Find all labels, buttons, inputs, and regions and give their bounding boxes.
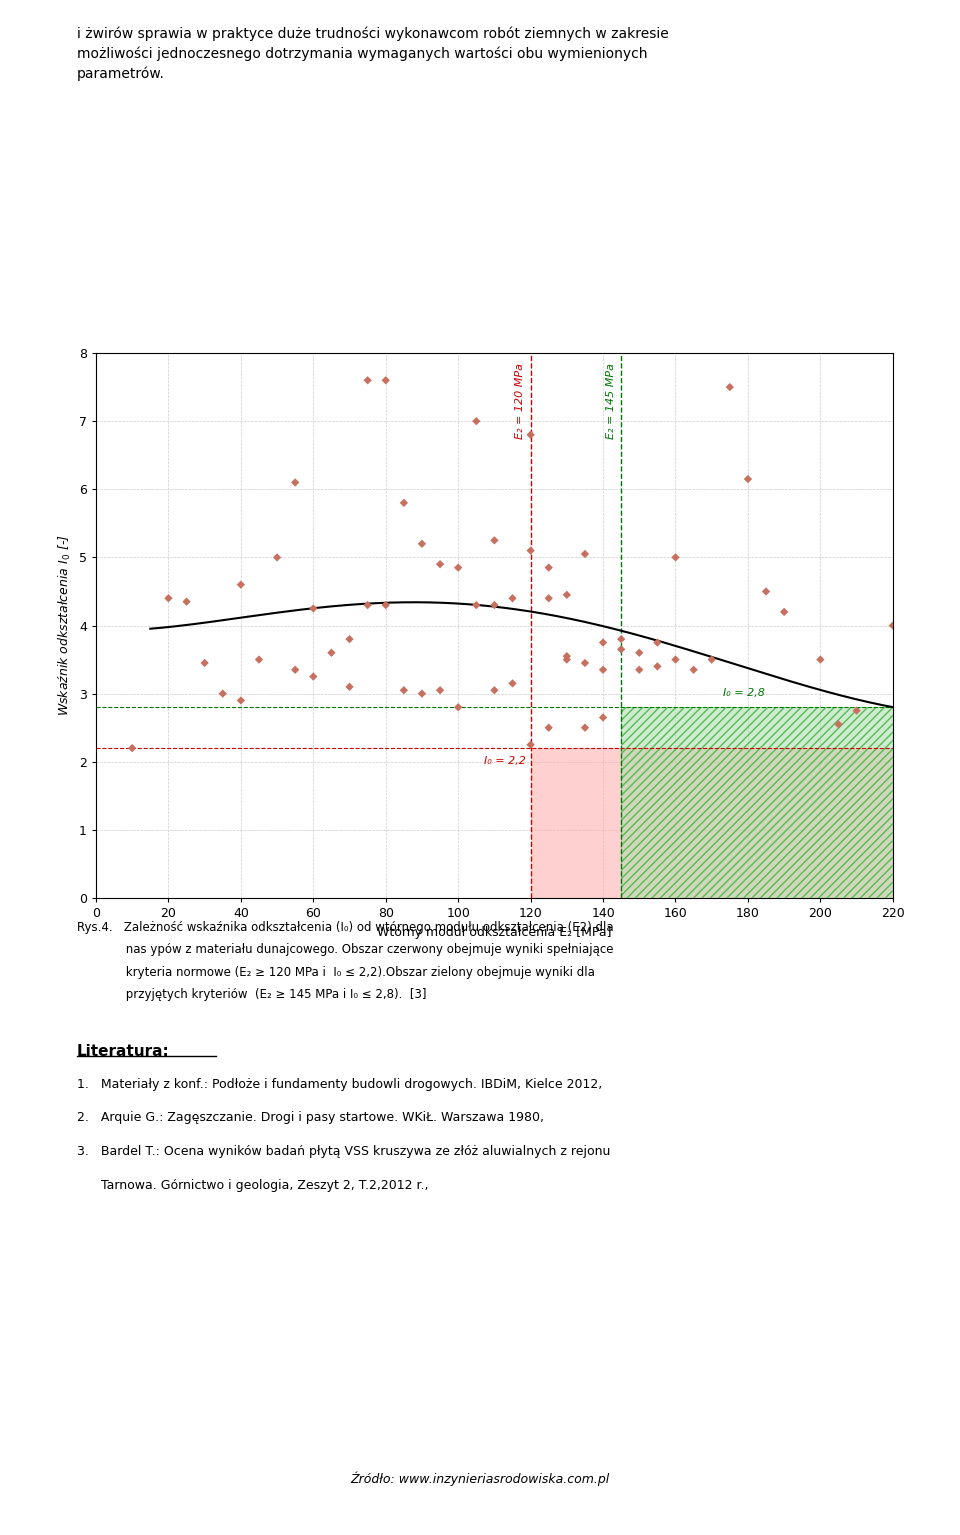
Point — [487, 678, 502, 703]
Bar — [621, 708, 893, 898]
Text: Literatura:: Literatura: — [77, 1044, 170, 1059]
Point — [487, 593, 502, 617]
Point — [559, 583, 574, 608]
Point — [360, 593, 375, 617]
Point — [468, 593, 484, 617]
Point — [432, 553, 447, 577]
Point — [577, 651, 592, 675]
Point — [632, 640, 647, 665]
Point — [777, 600, 792, 625]
Point — [450, 695, 466, 720]
Text: nas ypów z materiału dunajcowego. Obszar czerwony obejmuje wyniki spełniające: nas ypów z materiału dunajcowego. Obszar… — [77, 942, 613, 956]
Point — [252, 648, 267, 672]
Point — [305, 665, 321, 689]
Point — [305, 596, 321, 620]
Point — [505, 671, 520, 695]
Text: I₀ = 2,2: I₀ = 2,2 — [484, 757, 525, 766]
Point — [813, 648, 828, 672]
Point — [288, 470, 303, 494]
Point — [378, 368, 394, 393]
Point — [396, 678, 412, 703]
Point — [523, 539, 539, 563]
Point — [613, 626, 629, 651]
Point — [885, 612, 900, 639]
Point — [595, 631, 611, 655]
Text: i żwirów sprawia w praktyce duże trudności wykonawcom robót ziemnych w zakresie
: i żwirów sprawia w praktyce duże trudnoś… — [77, 26, 668, 81]
Point — [432, 678, 447, 703]
Point — [160, 586, 176, 611]
Point — [595, 657, 611, 682]
Point — [668, 545, 684, 569]
Point — [613, 637, 629, 662]
Point — [324, 640, 339, 665]
Text: 3.   Bardel T.: Ocena wyników badań płytą VSS kruszywa ze złóż aluwialnych z rej: 3. Bardel T.: Ocena wyników badań płytą … — [77, 1145, 611, 1157]
Point — [505, 586, 520, 611]
Point — [650, 631, 665, 655]
Point — [541, 586, 557, 611]
Point — [197, 651, 212, 675]
Y-axis label: Wskaźnik odkształcenia $I_0$ [-]: Wskaźnik odkształcenia $I_0$ [-] — [58, 534, 73, 717]
Point — [342, 626, 357, 651]
Point — [523, 422, 539, 447]
Point — [450, 556, 466, 580]
Point — [577, 542, 592, 566]
Point — [849, 698, 864, 723]
Text: E₂ = 145 MPa: E₂ = 145 MPa — [606, 364, 615, 439]
Text: przyjętych kryteriów  (E₂ ≥ 145 MPa i I₀ ≤ 2,8).  [3]: przyjętych kryteriów (E₂ ≥ 145 MPa i I₀ … — [77, 989, 426, 1001]
Point — [415, 682, 430, 706]
Point — [632, 657, 647, 682]
Point — [396, 491, 412, 516]
Bar — [621, 708, 893, 898]
Text: Tarnowa. Górnictwo i geologia, Zeszyt 2, T.2,2012 r.,: Tarnowa. Górnictwo i geologia, Zeszyt 2,… — [77, 1179, 428, 1191]
Text: E₂ = 120 MPa: E₂ = 120 MPa — [516, 364, 525, 439]
Point — [559, 648, 574, 672]
Text: 2.   Arquie G.: Zagęszczanie. Drogi i pasy startowe. WKiŁ. Warszawa 1980,: 2. Arquie G.: Zagęszczanie. Drogi i pasy… — [77, 1111, 543, 1124]
Point — [541, 556, 557, 580]
Point — [704, 648, 719, 672]
X-axis label: Wtórny moduł odkształcenia E₂ [MPa]: Wtórny moduł odkształcenia E₂ [MPa] — [377, 926, 612, 938]
Point — [179, 589, 194, 614]
Point — [595, 705, 611, 729]
Point — [342, 674, 357, 698]
Point — [830, 712, 846, 737]
Point — [758, 579, 774, 603]
Point — [378, 593, 394, 617]
Point — [468, 408, 484, 433]
Point — [233, 688, 249, 712]
Point — [559, 643, 574, 668]
Point — [215, 682, 230, 706]
Point — [577, 715, 592, 740]
Point — [360, 368, 375, 393]
Text: Rys.4.   Zależność wskaźnika odkształcenia (I₀) od wtórnego modułu odkształcenia: Rys.4. Zależność wskaźnika odkształcenia… — [77, 921, 613, 933]
Point — [685, 657, 701, 682]
Point — [288, 657, 303, 682]
Point — [487, 528, 502, 553]
Text: kryteria normowe (E₂ ≥ 120 MPa i  I₀ ≤ 2,2).Obszar zielony obejmuje wyniki dla: kryteria normowe (E₂ ≥ 120 MPa i I₀ ≤ 2,… — [77, 966, 594, 978]
Point — [125, 735, 140, 760]
Point — [233, 573, 249, 597]
Point — [740, 467, 756, 491]
Bar — [531, 748, 893, 898]
Point — [650, 654, 665, 678]
Point — [415, 531, 430, 556]
Point — [270, 545, 285, 569]
Point — [722, 375, 737, 399]
Point — [541, 715, 557, 740]
Text: Źródło: www.inzynieriasrodowiska.com.pl: Źródło: www.inzynieriasrodowiska.com.pl — [350, 1472, 610, 1486]
Text: 1.   Materiały z konf.: Podłoże i fundamenty budowli drogowych. IBDiM, Kielce 20: 1. Materiały z konf.: Podłoże i fundamen… — [77, 1078, 602, 1090]
Text: I₀ = 2,8: I₀ = 2,8 — [723, 688, 764, 698]
Point — [668, 648, 684, 672]
Point — [523, 732, 539, 757]
